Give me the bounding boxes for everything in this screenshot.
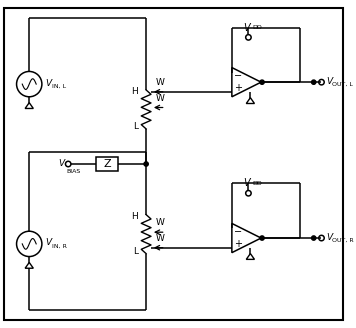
Text: L: L	[134, 122, 138, 132]
Text: OUT, R: OUT, R	[332, 237, 354, 242]
Text: W: W	[155, 218, 164, 227]
Polygon shape	[232, 223, 261, 253]
Circle shape	[144, 162, 148, 166]
Bar	[176, 25, 302, 144]
Polygon shape	[246, 98, 255, 104]
Polygon shape	[25, 103, 33, 109]
Text: −: −	[234, 71, 242, 81]
Text: W: W	[155, 234, 164, 243]
Polygon shape	[232, 68, 261, 97]
Text: V: V	[243, 23, 250, 32]
Text: L: L	[134, 247, 138, 256]
Text: V: V	[46, 238, 52, 247]
Text: V: V	[243, 178, 250, 189]
Text: +: +	[234, 239, 242, 249]
Polygon shape	[246, 254, 255, 259]
Text: DD: DD	[252, 25, 262, 30]
Text: W: W	[155, 93, 164, 103]
Text: W: W	[155, 78, 164, 87]
Text: V: V	[46, 79, 52, 88]
Text: H: H	[132, 212, 138, 221]
Text: +: +	[234, 83, 242, 93]
Text: V: V	[326, 233, 333, 241]
Text: DD: DD	[252, 181, 262, 186]
Circle shape	[312, 80, 316, 84]
Text: IN, R: IN, R	[52, 243, 67, 248]
Text: V: V	[58, 158, 64, 168]
Text: IN, L: IN, L	[52, 84, 66, 89]
Circle shape	[260, 236, 264, 240]
Polygon shape	[25, 262, 33, 268]
Bar	[96, 157, 118, 171]
Bar	[176, 180, 302, 299]
Circle shape	[260, 80, 264, 84]
Text: Z: Z	[103, 159, 111, 169]
Text: −: −	[234, 227, 242, 237]
Text: BIAS: BIAS	[66, 169, 80, 174]
Text: H: H	[132, 87, 138, 96]
Circle shape	[312, 236, 316, 240]
Text: V: V	[326, 77, 333, 86]
Text: OUT, L: OUT, L	[332, 82, 353, 87]
